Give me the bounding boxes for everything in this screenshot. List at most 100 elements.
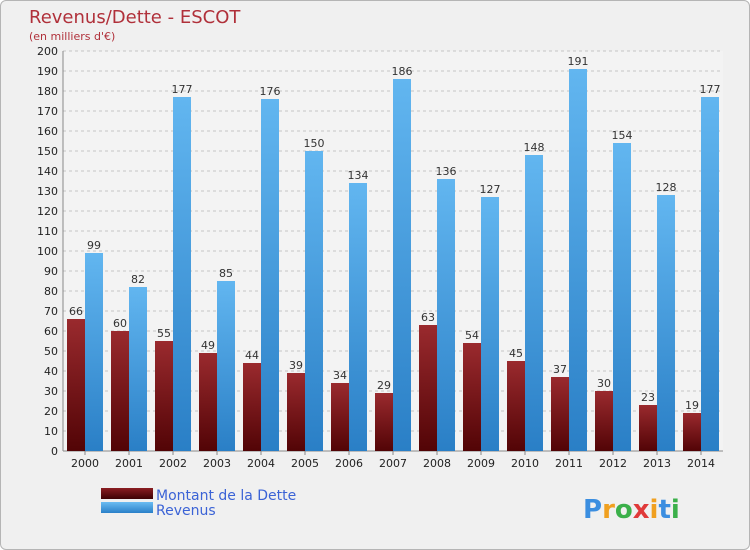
revenus-bar bbox=[481, 197, 499, 451]
x-tick-label: 2010 bbox=[511, 457, 539, 470]
data-labels: 66 99 60 82 55 177 49 85 44 176 39 150 34 134 29 186 63 1… bbox=[69, 55, 721, 412]
y-tick-label: 60 bbox=[44, 325, 58, 338]
y-tick-label: 90 bbox=[44, 265, 58, 278]
x-tick-label: 2004 bbox=[247, 457, 275, 470]
debt-data-label: 37 bbox=[553, 363, 567, 376]
y-tick-label: 40 bbox=[44, 365, 58, 378]
x-tick-label: 2013 bbox=[643, 457, 671, 470]
debt-bar bbox=[639, 405, 657, 451]
debt-data-label: 54 bbox=[465, 329, 479, 342]
x-tick-label: 2012 bbox=[599, 457, 627, 470]
revenus-bar bbox=[173, 97, 191, 451]
revenus-data-label: 186 bbox=[392, 65, 413, 78]
bars bbox=[67, 69, 719, 451]
revenus-data-label: 85 bbox=[219, 267, 233, 280]
revenus-bar bbox=[261, 99, 279, 451]
debt-data-label: 39 bbox=[289, 359, 303, 372]
debt-data-label: 23 bbox=[641, 391, 655, 404]
revenus-data-label: 154 bbox=[612, 129, 633, 142]
revenus-data-label: 191 bbox=[568, 55, 589, 68]
debt-bar bbox=[595, 391, 613, 451]
chart-subtitle: (en milliers d'€) bbox=[29, 30, 115, 43]
revenus-data-label: 150 bbox=[304, 137, 325, 150]
debt-bar bbox=[199, 353, 217, 451]
x-tick-label: 2008 bbox=[423, 457, 451, 470]
proxiti-logo: Proxiti bbox=[583, 495, 680, 525]
debt-bar bbox=[507, 361, 525, 451]
debt-data-label: 55 bbox=[157, 327, 171, 340]
y-tick-label: 150 bbox=[37, 145, 58, 158]
revenus-bar bbox=[657, 195, 675, 451]
debt-data-label: 63 bbox=[421, 311, 435, 324]
revenus-data-label: 128 bbox=[656, 181, 677, 194]
debt-data-label: 49 bbox=[201, 339, 215, 352]
debt-bar bbox=[551, 377, 569, 451]
x-tick-label: 2009 bbox=[467, 457, 495, 470]
y-tick-label: 180 bbox=[37, 85, 58, 98]
revenus-bar bbox=[85, 253, 103, 451]
x-tick-label: 2011 bbox=[555, 457, 583, 470]
legend-swatch-revenus bbox=[101, 502, 153, 513]
x-tick-label: 2005 bbox=[291, 457, 319, 470]
debt-data-label: 66 bbox=[69, 305, 83, 318]
debt-bar bbox=[463, 343, 481, 451]
x-tick-label: 2001 bbox=[115, 457, 143, 470]
debt-data-label: 30 bbox=[597, 377, 611, 390]
revenus-data-label: 136 bbox=[436, 165, 457, 178]
y-tick-label: 200 bbox=[37, 45, 58, 58]
legend-swatch-debt bbox=[101, 488, 153, 499]
y-tick-label: 30 bbox=[44, 385, 58, 398]
debt-bar bbox=[419, 325, 437, 451]
debt-data-label: 45 bbox=[509, 347, 523, 360]
revenus-bar bbox=[305, 151, 323, 451]
debt-bar bbox=[287, 373, 305, 451]
revenus-data-label: 176 bbox=[260, 85, 281, 98]
y-tick-label: 10 bbox=[44, 425, 58, 438]
legend-label-debt: Montant de la Dette bbox=[156, 488, 296, 504]
x-tick-label: 2000 bbox=[71, 457, 99, 470]
debt-bar bbox=[67, 319, 85, 451]
y-tick-label: 20 bbox=[44, 405, 58, 418]
x-tick-label: 2007 bbox=[379, 457, 407, 470]
revenus-bar bbox=[129, 287, 147, 451]
revenus-data-label: 177 bbox=[700, 83, 721, 96]
revenus-bar bbox=[569, 69, 587, 451]
debt-bar bbox=[683, 413, 701, 451]
y-tick-label: 70 bbox=[44, 305, 58, 318]
y-tick-label: 140 bbox=[37, 165, 58, 178]
x-axis-tick-labels: 2000 2001 2002 2003 2004 2005 2006 2007 2008 2009… bbox=[71, 451, 715, 470]
y-axis-tick-labels: 0 10 20 30 40 50 60 70 80 90 100 110 120 130 140 150 160… bbox=[37, 45, 58, 458]
x-tick-label: 2002 bbox=[159, 457, 187, 470]
revenus-bar bbox=[701, 97, 719, 451]
debt-bar bbox=[375, 393, 393, 451]
debt-data-label: 29 bbox=[377, 379, 391, 392]
revenus-bar bbox=[613, 143, 631, 451]
debt-data-label: 19 bbox=[685, 399, 699, 412]
revenus-bar bbox=[525, 155, 543, 451]
debt-data-label: 44 bbox=[245, 349, 259, 362]
revenus-bar bbox=[349, 183, 367, 451]
legend-label-revenus: Revenus bbox=[156, 503, 216, 519]
revenus-data-label: 127 bbox=[480, 183, 501, 196]
revenus-bar bbox=[437, 179, 455, 451]
revenus-data-label: 148 bbox=[524, 141, 545, 154]
x-tick-label: 2014 bbox=[687, 457, 715, 470]
y-tick-label: 160 bbox=[37, 125, 58, 138]
revenus-bar bbox=[393, 79, 411, 451]
x-tick-label: 2006 bbox=[335, 457, 363, 470]
y-tick-label: 170 bbox=[37, 105, 58, 118]
y-tick-label: 50 bbox=[44, 345, 58, 358]
revenus-data-label: 99 bbox=[87, 239, 101, 252]
debt-data-label: 34 bbox=[333, 369, 347, 382]
proxiti-logo-text: Proxiti bbox=[583, 495, 680, 525]
y-tick-label: 100 bbox=[37, 245, 58, 258]
chart-title: Revenus/Dette - ESCOT bbox=[29, 7, 241, 28]
debt-bar bbox=[331, 383, 349, 451]
x-tick-label: 2003 bbox=[203, 457, 231, 470]
debt-bar bbox=[155, 341, 173, 451]
y-tick-label: 0 bbox=[51, 445, 58, 458]
revenus-bar bbox=[217, 281, 235, 451]
debt-bar bbox=[243, 363, 261, 451]
